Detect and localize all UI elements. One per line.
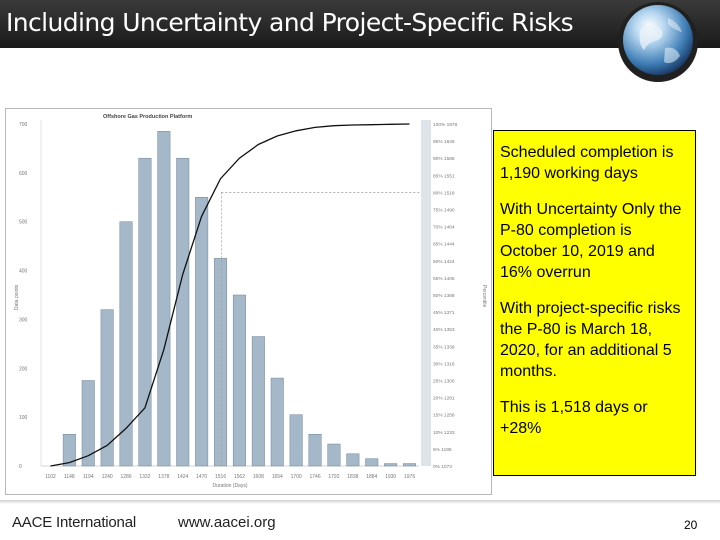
callout-uncertainty: With Uncertainty Only the P-80 completio… [500, 201, 682, 281]
histogram-bar [119, 221, 133, 467]
x-tick-label: 1792 [328, 474, 339, 480]
x-tick-label: 1286 [120, 474, 131, 480]
y-tick-label: 300 [19, 317, 28, 323]
x-tick-label: 1332 [139, 474, 150, 480]
x-tick-label: 1838 [347, 474, 358, 480]
callout-scheduled: Scheduled completion is 1,190 working da… [500, 144, 674, 182]
x-tick-label: 1240 [102, 474, 113, 480]
percentile-label: 0% 1073 [433, 464, 452, 470]
percentile-label: 80% 1518 [433, 190, 455, 196]
histogram-bar [251, 336, 265, 467]
chart-title: Offshore Gas Production Platform [103, 114, 192, 120]
percentile-label: 10% 1233 [433, 430, 455, 436]
histogram-bar [270, 377, 284, 467]
histogram-bar [62, 433, 76, 467]
percentile-label: 15% 1258 [433, 413, 455, 419]
histogram-bar [365, 458, 379, 467]
percentile-label: 50% 1388 [433, 293, 455, 299]
x-tick-label: 1378 [158, 474, 169, 480]
percentile-label: 85% 1551 [433, 173, 455, 179]
page-number: 20 [684, 518, 698, 532]
histogram-bar [214, 258, 228, 467]
histogram-bar [138, 157, 152, 467]
y-tick-label: 500 [19, 220, 28, 226]
percentile-label: 5% 1195 [433, 447, 452, 453]
y-tick-label: 600 [19, 171, 28, 177]
percentile-label: 45% 1371 [433, 310, 455, 316]
callout-box: Scheduled completion is 1,190 working da… [493, 130, 696, 476]
y-tick-label: 0 [19, 464, 22, 470]
histogram-bar [289, 414, 303, 467]
x-tick-label: 1976 [404, 474, 415, 480]
x-tick-label: 1608 [253, 474, 264, 480]
percentile-label: 100% 1976 [433, 122, 458, 128]
x-tick-label: 1930 [385, 474, 396, 480]
percentile-label: 20% 1281 [433, 396, 455, 402]
histogram-chart: Offshore Gas Production Platform 700 600 50… [14, 114, 487, 489]
histogram-bar [232, 294, 246, 467]
percentile-band [421, 120, 431, 466]
histogram-bar [100, 309, 114, 467]
histogram-bar [176, 157, 190, 467]
y-tick-label: 700 [19, 122, 28, 128]
x-tick-label: 1102 [45, 474, 56, 480]
x-tick-label: 1194 [83, 474, 94, 480]
x-tick-label: 1654 [272, 474, 283, 480]
percentile-label: 60% 1424 [433, 259, 455, 265]
histogram-bar [157, 131, 171, 467]
percentile-label: 40% 1353 [433, 327, 455, 333]
histogram-bar [195, 197, 209, 467]
cumulative-curve [50, 123, 410, 467]
percentile-label: 30% 1318 [433, 361, 455, 367]
title-bar: Including Uncertainty and Project-Specif… [0, 0, 720, 48]
footer-logo: AACE International [12, 514, 136, 531]
x-tick-label: 1470 [196, 474, 207, 480]
x-tick-label: 1746 [309, 474, 320, 480]
footer-divider [0, 500, 720, 504]
percentile-label: 90% 1585 [433, 156, 455, 162]
x-tick-label: 1562 [234, 474, 245, 480]
x-tick-label: 1148 [64, 474, 75, 480]
callout-risks: With project-specific risks the P-80 is … [500, 300, 681, 380]
percentile-label: 55% 1406 [433, 276, 455, 282]
percentile-label: 75% 1490 [433, 208, 455, 214]
y-tick-label: 200 [19, 366, 28, 372]
percentile-label: 95% 1649 [433, 139, 455, 145]
y-tick-label: 400 [19, 269, 28, 275]
x-tick-label: 1424 [177, 474, 188, 480]
histogram-bar [384, 463, 398, 467]
y2-axis-label: Percentile [481, 285, 487, 307]
histogram-bar [403, 463, 417, 467]
slide-title: Including Uncertainty and Project-Specif… [6, 8, 574, 37]
histogram-bar [81, 380, 95, 467]
y-axis-label: Data points [14, 284, 20, 310]
histogram-bar [346, 453, 360, 467]
percentile-label: 25% 1300 [433, 379, 455, 385]
histogram-bar [308, 433, 322, 467]
histogram-bar [327, 443, 341, 467]
globe-icon [610, 0, 700, 90]
y-tick-label: 100 [19, 415, 28, 421]
x-tick-label: 1884 [366, 474, 377, 480]
callout-summary: This is 1,518 days or +28% [500, 399, 648, 437]
footer-url: www.aacei.org [178, 514, 276, 531]
x-tick-label: 1516 [215, 474, 226, 480]
percentile-label: 65% 1444 [433, 242, 455, 248]
chart-frame: Offshore Gas Production Platform 700 600 50… [5, 108, 492, 495]
percentile-label: 35% 1339 [433, 344, 455, 350]
percentile-label: 70% 1464 [433, 225, 455, 231]
x-tick-label: 1700 [291, 474, 302, 480]
x-axis-label: Duration (Days) [212, 483, 247, 489]
